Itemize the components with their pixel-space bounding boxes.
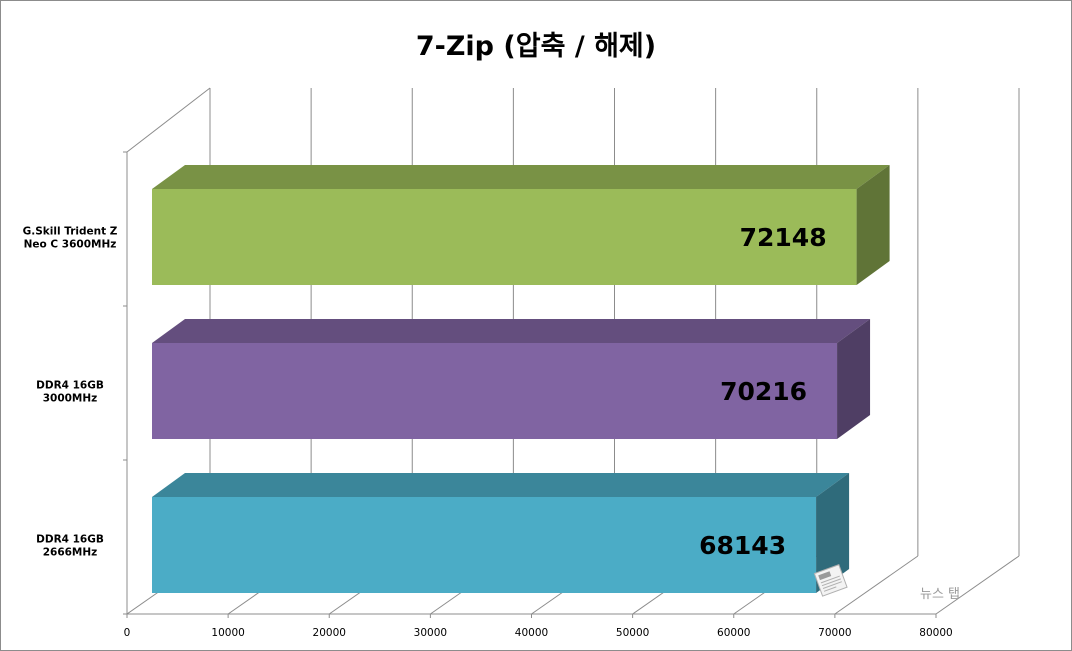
category-label: Neo C 3600MHz <box>24 239 117 251</box>
category-label: 2666MHz <box>43 547 98 559</box>
x-tick-label: 70000 <box>818 627 851 639</box>
bar-top <box>152 473 850 497</box>
x-tick-label: 30000 <box>414 627 447 639</box>
x-tick-label: 50000 <box>616 627 649 639</box>
bar-top <box>152 165 890 189</box>
gridline-floor <box>834 555 919 615</box>
gridline-floor <box>935 555 1020 615</box>
category-label: DDR4 16GB <box>36 380 104 392</box>
data-label: 72148 <box>740 223 827 252</box>
left-wall-top-edge <box>126 87 211 153</box>
x-tick-label: 20000 <box>313 627 346 639</box>
data-label: 68143 <box>699 531 786 560</box>
x-tick-label: 0 <box>124 627 131 639</box>
bars <box>152 165 890 593</box>
bar-front <box>152 343 838 439</box>
bar-front <box>152 497 817 593</box>
category-label: G.Skill Trident Z <box>23 226 118 238</box>
axes <box>123 87 937 618</box>
category-label: DDR4 16GB <box>36 534 104 546</box>
x-tick-label: 80000 <box>919 627 952 639</box>
bar-side <box>816 473 850 593</box>
category-label: 3000MHz <box>43 393 98 405</box>
bar-side <box>856 165 890 285</box>
x-tick-label: 60000 <box>717 627 750 639</box>
chart-title: 7-Zip (압축 / 해제) <box>415 31 657 62</box>
bar-front <box>152 189 857 285</box>
bar-top <box>152 319 871 343</box>
watermark-text: 뉴스 탭 <box>920 587 961 602</box>
labels: 0 10000 20000 30000 40000 50000 60000 70000 8000… <box>23 223 953 639</box>
x-tick-label: 10000 <box>211 627 244 639</box>
x-tick-label: 40000 <box>515 627 548 639</box>
bar-side <box>837 319 871 439</box>
data-label: 70216 <box>720 377 807 406</box>
